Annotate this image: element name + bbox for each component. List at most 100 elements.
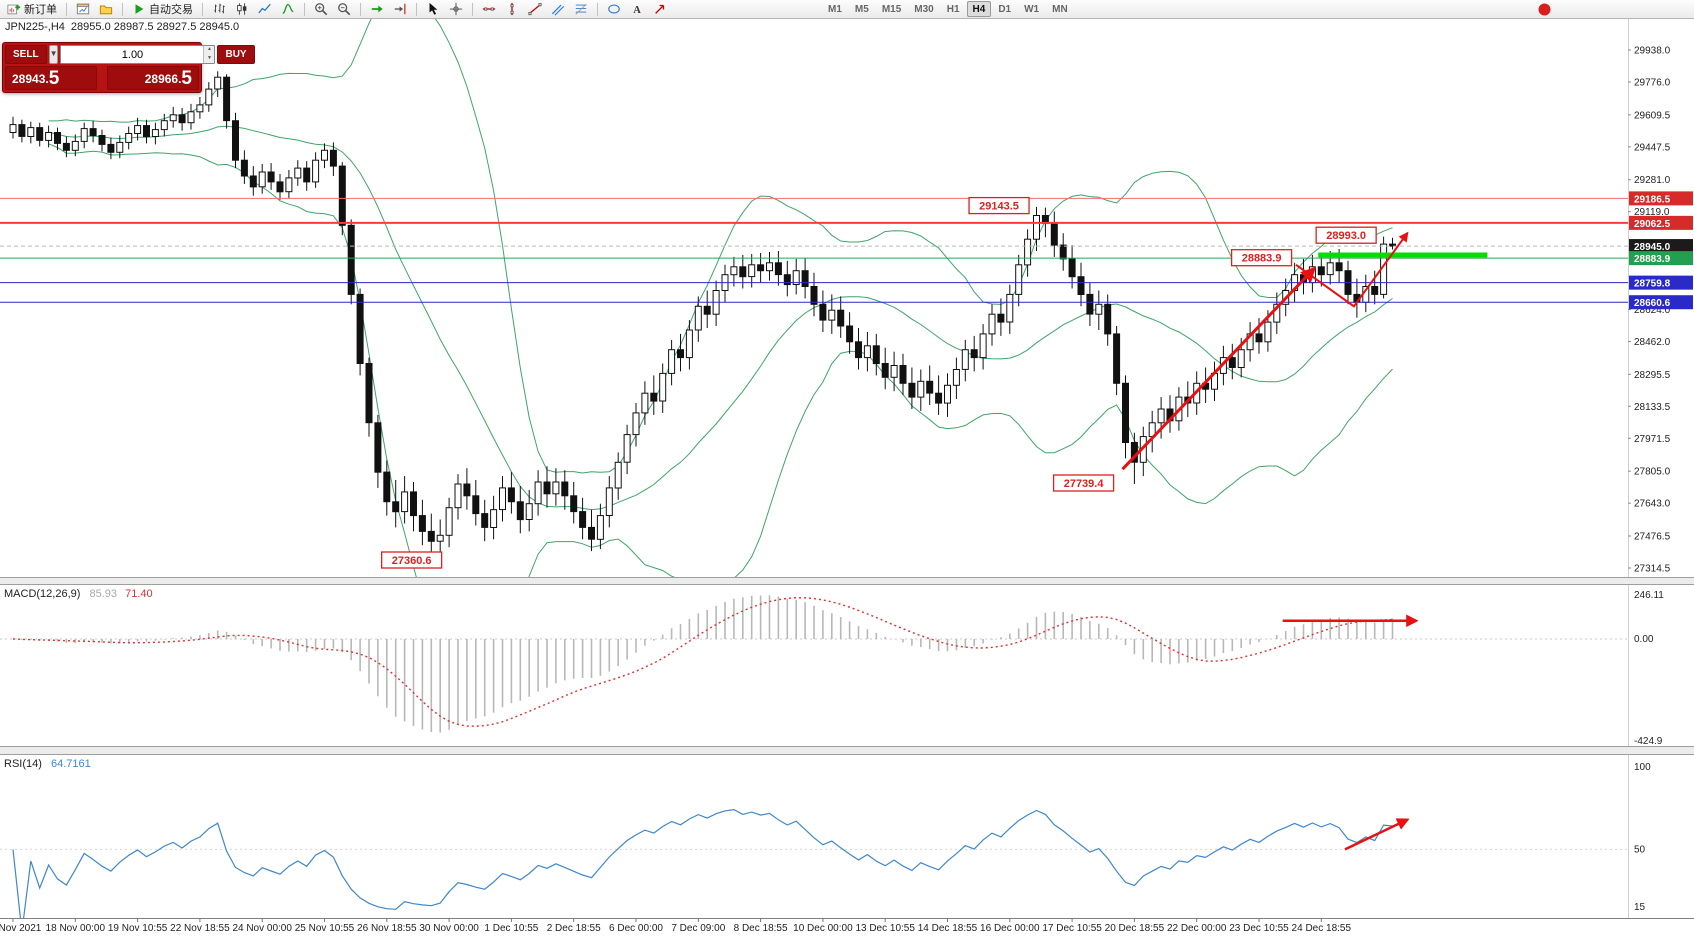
chart-window-button[interactable]: [72, 1, 94, 18]
zoom-out-button[interactable]: [333, 1, 355, 18]
horizontal-lines[interactable]: 29186.529062.528945.028883.928759.828660…: [0, 191, 1693, 310]
auto-scroll-icon: [370, 2, 384, 16]
svg-text:29062.5: 29062.5: [1634, 219, 1671, 230]
panel-separator[interactable]: [0, 577, 1694, 585]
toolbar-separator: [360, 2, 361, 16]
svg-text:27739.4: 27739.4: [1064, 478, 1105, 490]
bar-chart-mode-button[interactable]: [208, 1, 230, 18]
svg-text:28993.0: 28993.0: [1326, 230, 1366, 242]
price-badge: [1629, 191, 1693, 206]
cursor-button[interactable]: [422, 1, 444, 18]
volume-field: ▲ ▼: [60, 45, 216, 64]
zoom-out-icon: [337, 2, 351, 16]
text-button[interactable]: A: [626, 1, 648, 18]
volume-input[interactable]: [61, 46, 204, 63]
timeframe-d1-button[interactable]: D1: [998, 4, 1012, 15]
chart-shift-button[interactable]: [389, 1, 411, 18]
price-badge: [1629, 295, 1693, 310]
horizontal-line-button[interactable]: [478, 1, 500, 18]
buy-button[interactable]: BUY: [217, 45, 255, 64]
equidistant-channel-button[interactable]: [547, 1, 569, 18]
alert-icon[interactable]: [1538, 3, 1551, 16]
toolbar-separator: [304, 2, 305, 16]
trendline-button[interactable]: [524, 1, 546, 18]
svg-text:29776.0: 29776.0: [1634, 77, 1671, 88]
price-callout[interactable]: 27360.6: [380, 551, 443, 569]
svg-text:29938.0: 29938.0: [1634, 46, 1671, 57]
crosshair-icon: [449, 2, 463, 16]
bar-chart-mode-icon: [212, 2, 226, 16]
timeframe-w1-button[interactable]: W1: [1024, 4, 1040, 15]
price-badge: [1629, 215, 1693, 230]
svg-text:50: 50: [1634, 844, 1646, 855]
toolbar-separator: [202, 2, 203, 16]
time-axis-label: 24 Nov 00:00: [232, 923, 292, 934]
timeframe-h1-button[interactable]: H1: [946, 4, 960, 15]
svg-text:29281.0: 29281.0: [1634, 175, 1671, 186]
trend-arrows[interactable]: [1121, 231, 1409, 471]
trend-arrow[interactable]: [1121, 266, 1316, 471]
time-axis-label: 10 Dec 00:00: [793, 923, 853, 934]
svg-text:0.00: 0.00: [1634, 634, 1654, 645]
stepper-down-icon[interactable]: ▼: [204, 54, 215, 63]
horizontal-line-icon: [482, 2, 496, 16]
svg-text:27476.5: 27476.5: [1634, 532, 1671, 543]
time-axis-label: 25 Nov 10:55: [295, 923, 355, 934]
svg-text:27360.6: 27360.6: [392, 555, 432, 567]
profiles-button[interactable]: [95, 1, 117, 18]
shapes-button[interactable]: [603, 1, 625, 18]
sell-price-main: 28943.: [12, 72, 49, 86]
price-callout[interactable]: 28993.0: [1315, 226, 1377, 244]
time-axis-label: 13 Dec 10:55: [855, 923, 915, 934]
price-callout[interactable]: 29143.5: [968, 196, 1030, 215]
time-axis-label: 22 Nov 18:55: [170, 923, 230, 934]
svg-text:29119.0: 29119.0: [1634, 207, 1670, 218]
line-chart-mode-button[interactable]: [254, 1, 276, 18]
buy-price-main: 28966.: [144, 72, 182, 86]
crosshair-button[interactable]: [445, 1, 467, 18]
candlestick-mode-button[interactable]: [231, 1, 253, 18]
auto-scroll-button[interactable]: [366, 1, 388, 18]
new-order-button[interactable]: 新订单: [3, 1, 61, 18]
buy-price[interactable]: 28966. 5: [107, 66, 199, 90]
chart-ohlc-values: 28955.0 28987.5 28927.5 28945.0: [70, 21, 240, 33]
timeframe-mn-button[interactable]: MN: [1052, 4, 1068, 15]
sell-price[interactable]: 28943. 5: [5, 66, 97, 90]
svg-text:29447.5: 29447.5: [1634, 142, 1671, 153]
time-axis-label: 16 Dec 00:00: [980, 923, 1040, 934]
price-callout[interactable]: 28883.9: [1230, 249, 1293, 267]
fibonacci-button[interactable]: [570, 1, 592, 18]
panel-separator[interactable]: [0, 746, 1694, 755]
svg-text:28759.8: 28759.8: [1634, 279, 1671, 290]
rsi-arrow[interactable]: [1344, 818, 1410, 851]
timeframe-m5-button[interactable]: M5: [854, 4, 869, 15]
stepper-up-icon[interactable]: ▲: [204, 46, 215, 55]
zoom-in-icon: [314, 2, 328, 16]
indicators-button[interactable]: [277, 1, 299, 18]
autotrading-label: 自动交易: [149, 4, 193, 16]
zoom-in-button[interactable]: [310, 1, 332, 18]
svg-text:28883.9: 28883.9: [1634, 254, 1671, 265]
timeframe-m30-button[interactable]: M30: [914, 4, 934, 15]
vertical-line-button[interactable]: [501, 1, 523, 18]
timeframe-h4-button[interactable]: H4: [966, 1, 992, 17]
timeframe-m1-button[interactable]: M1: [828, 4, 842, 15]
time-axis-label: 30 Nov 00:00: [419, 923, 479, 934]
chart-ohlc-line: JPN225-,H4 28955.0 28987.5 28927.5 28945.…: [5, 21, 245, 33]
svg-text:28660.6: 28660.6: [1634, 298, 1671, 309]
trend-arrow[interactable]: [1295, 231, 1409, 308]
autotrading-button[interactable]: 自动交易: [128, 1, 197, 18]
text-icon: A: [630, 2, 644, 16]
chart-symbol-period: JPN225-,H4: [5, 21, 65, 33]
rsi-indicator: [0, 808, 1628, 918]
toolbar-separator: [66, 2, 67, 16]
chevron-down-icon: ▼: [49, 49, 58, 58]
arrows-button[interactable]: [649, 1, 671, 18]
price-badge: [1629, 251, 1693, 266]
sell-button[interactable]: SELL: [5, 45, 47, 64]
price-callout[interactable]: 27739.4: [1052, 474, 1115, 492]
volume-dropdown-button[interactable]: ▼: [48, 45, 59, 64]
timeframe-m15-button[interactable]: M15: [881, 4, 902, 15]
